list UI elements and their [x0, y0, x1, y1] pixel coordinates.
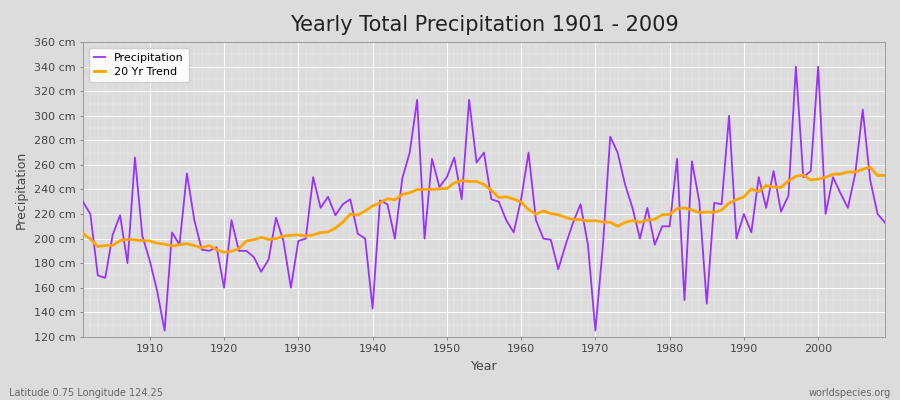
- 20 Yr Trend: [137, 238, 148, 243]
- Legend: Precipitation, 20 Yr Trend: Precipitation, 20 Yr Trend: [88, 48, 189, 82]
- X-axis label: Year: Year: [471, 360, 498, 373]
- 20 Yr Trend: [352, 213, 363, 218]
- Y-axis label: Precipitation: Precipitation: [15, 150, 28, 228]
- Precipitation: [308, 175, 319, 180]
- 20 Yr Trend: [308, 232, 319, 237]
- Line: 20 Yr Trend: 20 Yr Trend: [83, 167, 885, 252]
- Precipitation: [77, 199, 88, 204]
- Title: Yearly Total Precipitation 1901 - 2009: Yearly Total Precipitation 1901 - 2009: [290, 15, 679, 35]
- Precipitation: [159, 328, 170, 333]
- Precipitation: [137, 234, 148, 238]
- 20 Yr Trend: [879, 173, 890, 178]
- Precipitation: [523, 150, 534, 155]
- Precipitation: [790, 64, 801, 69]
- Text: Latitude 0.75 Longitude 124.25: Latitude 0.75 Longitude 124.25: [9, 388, 163, 398]
- 20 Yr Trend: [523, 207, 534, 212]
- 20 Yr Trend: [77, 231, 88, 236]
- 20 Yr Trend: [516, 200, 526, 204]
- Text: worldspecies.org: worldspecies.org: [809, 388, 891, 398]
- Precipitation: [612, 150, 623, 155]
- 20 Yr Trend: [612, 224, 623, 229]
- Precipitation: [352, 231, 363, 236]
- Precipitation: [879, 220, 890, 225]
- 20 Yr Trend: [865, 165, 876, 170]
- Precipitation: [516, 197, 526, 202]
- Line: Precipitation: Precipitation: [83, 67, 885, 331]
- 20 Yr Trend: [219, 250, 230, 255]
